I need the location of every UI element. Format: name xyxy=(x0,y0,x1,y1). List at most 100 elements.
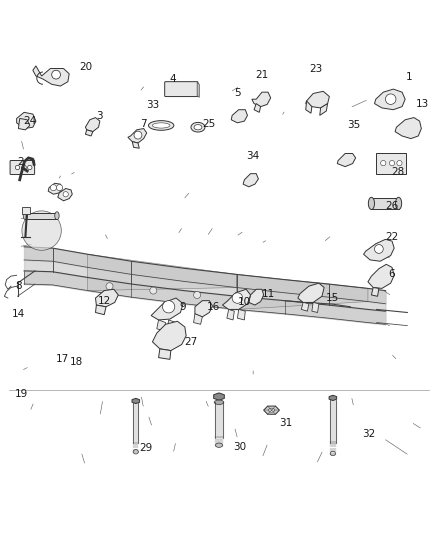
Polygon shape xyxy=(58,189,72,201)
Text: 35: 35 xyxy=(347,120,360,131)
Polygon shape xyxy=(329,395,337,400)
Text: 31: 31 xyxy=(279,418,292,429)
Circle shape xyxy=(389,160,395,166)
Ellipse shape xyxy=(396,197,402,209)
Text: 26: 26 xyxy=(385,201,399,211)
Ellipse shape xyxy=(152,123,170,128)
Bar xyxy=(376,152,406,174)
Circle shape xyxy=(194,292,201,298)
Polygon shape xyxy=(227,310,234,320)
Polygon shape xyxy=(95,289,118,307)
Text: 34: 34 xyxy=(247,151,260,161)
Text: 29: 29 xyxy=(139,443,152,453)
Text: 14: 14 xyxy=(12,309,25,319)
Polygon shape xyxy=(306,91,329,108)
Circle shape xyxy=(106,282,113,290)
Text: 19: 19 xyxy=(14,390,28,399)
Ellipse shape xyxy=(148,120,174,130)
Polygon shape xyxy=(152,321,186,351)
Polygon shape xyxy=(157,320,166,332)
Polygon shape xyxy=(128,128,147,143)
Text: 3: 3 xyxy=(96,111,103,122)
Text: 11: 11 xyxy=(261,289,275,298)
Text: 27: 27 xyxy=(184,337,197,347)
Text: 25: 25 xyxy=(203,119,216,129)
Bar xyxy=(371,198,399,209)
Circle shape xyxy=(374,245,383,253)
Circle shape xyxy=(28,165,32,169)
Polygon shape xyxy=(264,406,279,414)
Ellipse shape xyxy=(55,212,59,220)
Polygon shape xyxy=(194,314,202,324)
Polygon shape xyxy=(249,289,264,305)
Polygon shape xyxy=(395,118,421,139)
Text: 5: 5 xyxy=(234,88,241,99)
Text: 4: 4 xyxy=(170,74,177,84)
Bar xyxy=(22,207,30,214)
Text: 16: 16 xyxy=(207,302,220,312)
Text: 15: 15 xyxy=(325,293,339,303)
Text: 23: 23 xyxy=(310,63,323,74)
Text: 1: 1 xyxy=(406,72,413,82)
Bar xyxy=(25,213,57,219)
Polygon shape xyxy=(312,302,319,312)
Circle shape xyxy=(15,165,20,169)
Polygon shape xyxy=(223,289,251,310)
Polygon shape xyxy=(368,264,394,288)
Circle shape xyxy=(52,70,60,79)
Text: 24: 24 xyxy=(23,116,36,126)
Polygon shape xyxy=(298,283,324,302)
Text: 7: 7 xyxy=(140,119,147,129)
Ellipse shape xyxy=(368,197,374,209)
Ellipse shape xyxy=(214,400,224,405)
Polygon shape xyxy=(151,298,183,320)
Circle shape xyxy=(232,293,243,303)
Polygon shape xyxy=(237,274,368,310)
Circle shape xyxy=(162,301,175,313)
Polygon shape xyxy=(88,254,237,290)
Circle shape xyxy=(150,287,157,294)
Ellipse shape xyxy=(215,443,223,447)
Polygon shape xyxy=(18,118,30,130)
Circle shape xyxy=(385,94,396,104)
Ellipse shape xyxy=(23,212,28,220)
Text: 21: 21 xyxy=(255,70,268,79)
Polygon shape xyxy=(85,130,93,136)
Circle shape xyxy=(63,191,68,197)
Polygon shape xyxy=(231,110,247,123)
Polygon shape xyxy=(371,287,379,296)
Circle shape xyxy=(134,131,142,139)
Text: 9: 9 xyxy=(180,302,187,312)
Text: 8: 8 xyxy=(15,281,22,291)
Polygon shape xyxy=(243,174,258,187)
Polygon shape xyxy=(364,239,394,261)
Text: 6: 6 xyxy=(389,269,396,279)
Text: 22: 22 xyxy=(385,232,399,242)
Ellipse shape xyxy=(194,125,202,130)
Text: 17: 17 xyxy=(56,354,69,365)
Polygon shape xyxy=(254,103,261,112)
Polygon shape xyxy=(374,89,405,110)
Circle shape xyxy=(50,184,57,191)
Text: 32: 32 xyxy=(362,429,375,439)
Ellipse shape xyxy=(191,123,205,132)
Text: 28: 28 xyxy=(391,167,404,177)
Text: 30: 30 xyxy=(233,442,247,452)
Polygon shape xyxy=(33,66,69,86)
Ellipse shape xyxy=(268,408,275,412)
Circle shape xyxy=(57,184,63,191)
Text: 10: 10 xyxy=(238,297,251,308)
Polygon shape xyxy=(214,393,224,400)
Polygon shape xyxy=(306,101,312,113)
Ellipse shape xyxy=(330,451,336,456)
Polygon shape xyxy=(197,83,199,98)
Polygon shape xyxy=(132,398,140,403)
Polygon shape xyxy=(195,301,212,317)
FancyBboxPatch shape xyxy=(10,160,35,174)
Text: 12: 12 xyxy=(98,296,111,305)
Polygon shape xyxy=(320,103,328,115)
Text: 2: 2 xyxy=(18,157,25,167)
Polygon shape xyxy=(237,310,245,320)
Polygon shape xyxy=(301,302,309,311)
FancyBboxPatch shape xyxy=(165,82,198,96)
